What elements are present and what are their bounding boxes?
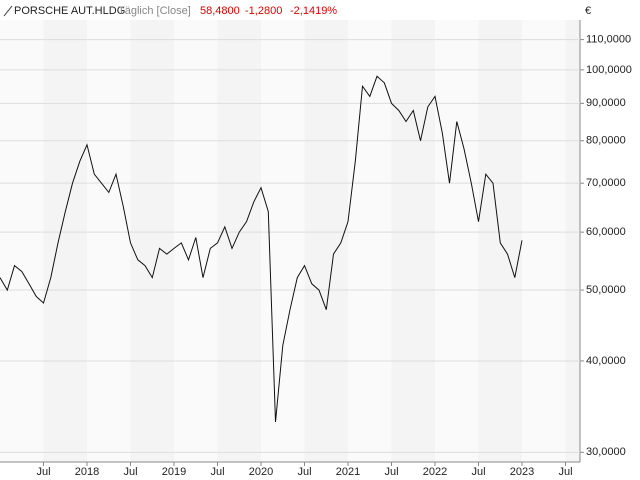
y-tick-label: 50,0000	[586, 284, 626, 296]
change-pct: -2,1419%	[290, 5, 337, 17]
band	[261, 20, 305, 462]
last-price: 58,4800	[200, 5, 240, 17]
y-tick-label: 30,0000	[586, 446, 626, 458]
x-tick-label: Jul	[210, 466, 224, 478]
band	[174, 20, 218, 462]
y-tick-label: 110,0000	[586, 34, 631, 46]
band	[130, 20, 174, 462]
x-tick-label: 2020	[249, 466, 273, 478]
x-tick-label: Jul	[123, 466, 137, 478]
x-tick-label: Jul	[384, 466, 398, 478]
subtitle: Täglich [Close]	[118, 5, 191, 17]
band	[522, 20, 566, 462]
x-tick-label: 2023	[510, 466, 534, 478]
band	[348, 20, 392, 462]
y-tick-label: 60,0000	[586, 226, 626, 238]
x-tick-label: 2021	[336, 466, 360, 478]
band	[0, 20, 44, 462]
x-tick-label: 2022	[423, 466, 447, 478]
y-tick-label: 90,0000	[586, 97, 626, 109]
band	[217, 20, 261, 462]
y-tick-label: 100,0000	[586, 64, 632, 76]
currency: €	[585, 5, 591, 17]
y-tick-label: 70,0000	[586, 177, 626, 189]
band	[87, 20, 131, 462]
band	[435, 20, 479, 462]
change: -1,2800	[245, 5, 282, 17]
x-tick-label: 2018	[75, 466, 99, 478]
x-tick-label: Jul	[297, 466, 311, 478]
band	[565, 20, 580, 462]
x-tick-label: Jul	[36, 466, 50, 478]
x-tick-label: Jul	[471, 466, 485, 478]
x-tick-label: Jul	[558, 466, 572, 478]
price-line	[0, 75, 523, 423]
band	[391, 20, 435, 462]
y-tick-label: 80,0000	[586, 135, 626, 147]
line-icon	[3, 5, 13, 17]
y-tick-label: 40,0000	[586, 355, 626, 367]
chart-title: PORSCHE AUT.HLDG	[14, 5, 125, 17]
x-tick-label: 2019	[162, 466, 186, 478]
band	[43, 20, 87, 462]
band	[304, 20, 348, 462]
